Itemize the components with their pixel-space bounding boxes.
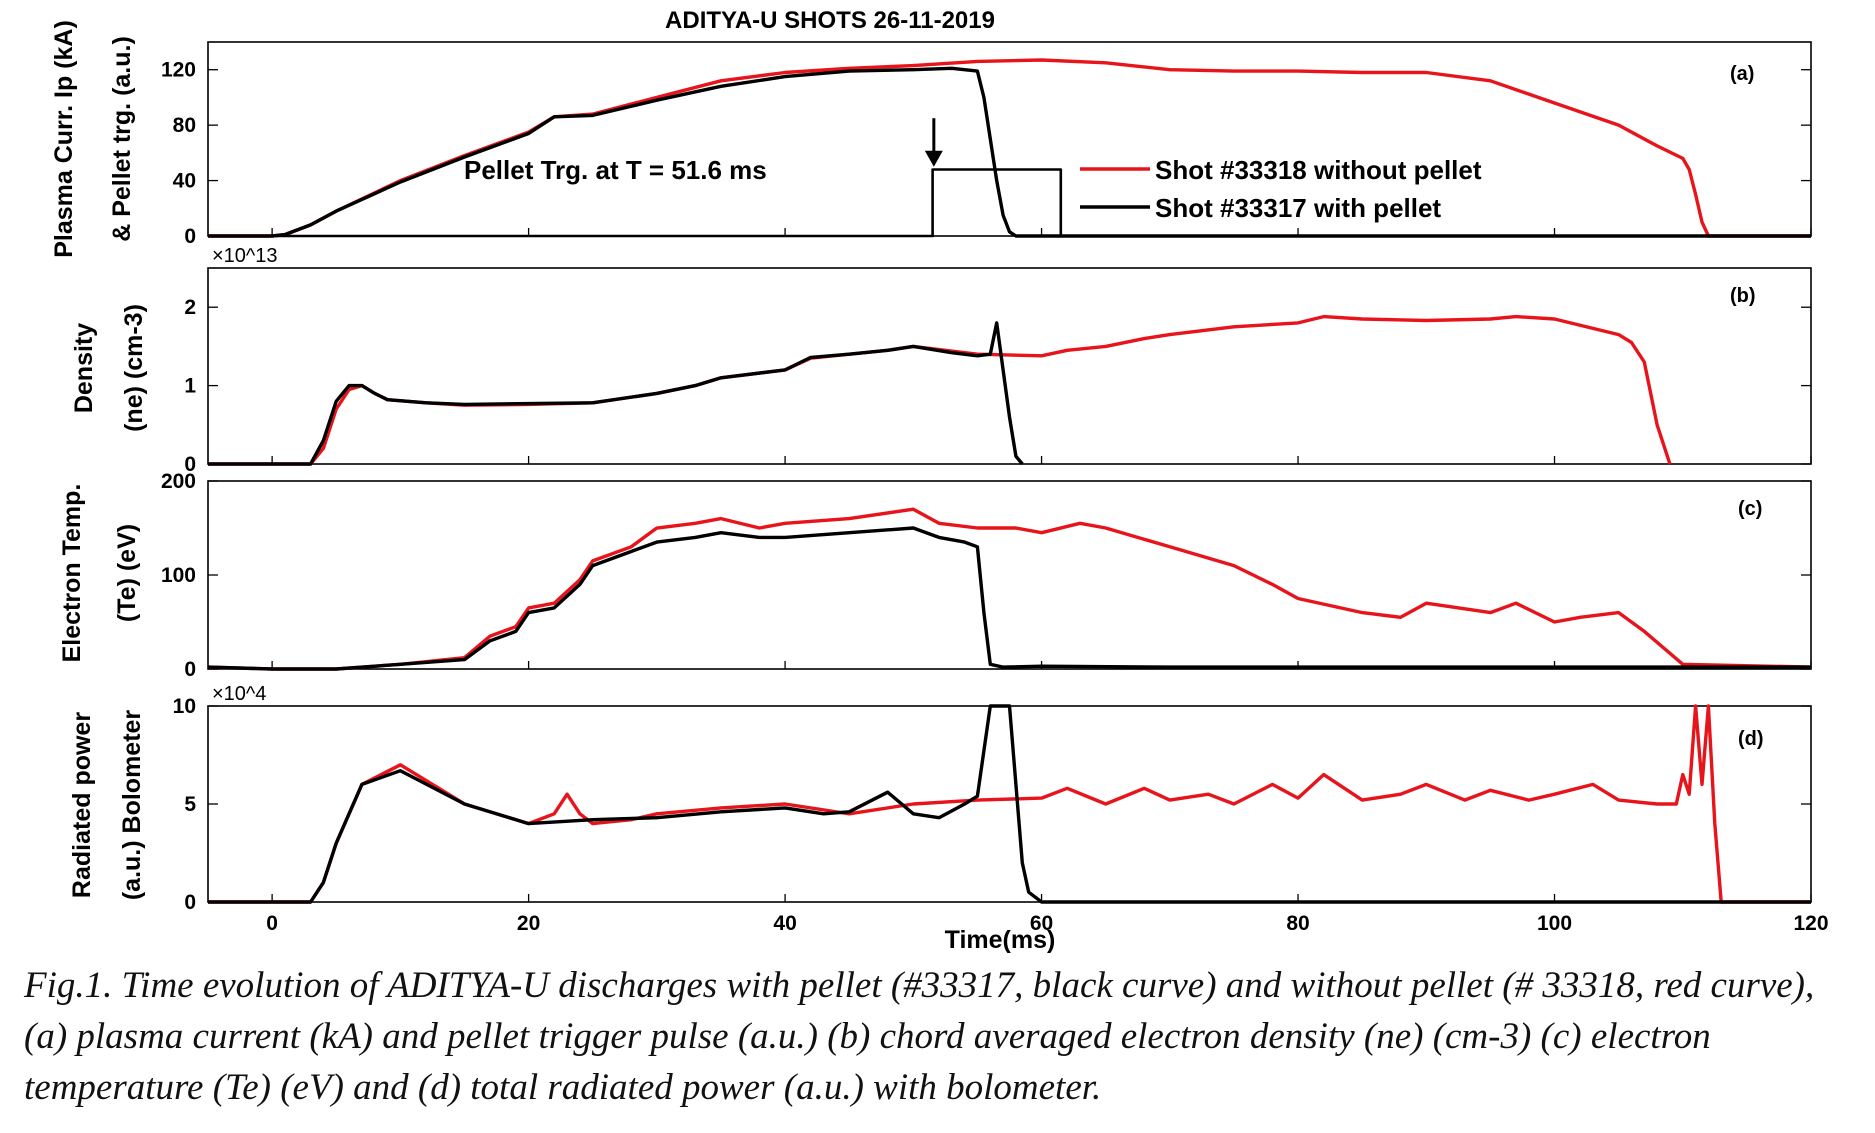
panel-a-series-without-pellet <box>208 58 1811 238</box>
x-axis: 0 20 40 60 80 100 120 <box>266 912 1828 935</box>
panel-a-ylabel-1: Plasma Curr. Ip (kA) <box>50 20 78 258</box>
panel-d-exponent: ×10^4 <box>212 683 266 705</box>
pellet-annotation: Pellet Trg. at T = 51.6 ms <box>464 118 943 185</box>
xtick-label-2: 40 <box>773 912 796 935</box>
panel-c-series-without-pellet <box>207 507 1812 671</box>
legend-label-without-pellet: Shot #33318 without pellet <box>1155 155 1482 185</box>
xtick-label-6: 120 <box>1793 912 1828 935</box>
pellet-annotation-text: Pellet Trg. at T = 51.6 ms <box>464 155 767 185</box>
panel-b: (b) ×10^13 0 1 2 Density (ne) (cm-3) <box>70 245 1812 476</box>
pellet-arrow-head <box>924 150 943 167</box>
panel-d: (d) ×10^4 0 5 10 Radiated power (a.u.) Bol… <box>68 683 1812 914</box>
panel-a-ytick-label-2: 80 <box>173 114 196 137</box>
xtick-label-4: 80 <box>1286 912 1309 935</box>
panel-b-ylabel-1: Density <box>70 323 98 413</box>
panel-c-ylabel-2: (Te) (eV) <box>113 524 141 622</box>
legend: Shot #33318 without pellet Shot #33317 w… <box>1080 155 1482 223</box>
panel-a-frame <box>207 41 1812 237</box>
panel-a-ytick-label-0: 0 <box>184 225 196 248</box>
figure-title: ADITYA-U SHOTS 26-11-2019 <box>665 7 995 34</box>
panel-d-series-without-pellet <box>208 704 1811 904</box>
panel-c-ytick-label-0: 0 <box>184 658 196 681</box>
panel-a-ytick-label-3: 120 <box>161 59 196 82</box>
panel-a-ytick-label-1: 40 <box>173 170 196 193</box>
legend-label-with-pellet: Shot #33317 with pellet <box>1155 193 1441 223</box>
panel-d-ylabel-1: Radiated power <box>68 712 96 898</box>
panel-d-ytick-label-1: 5 <box>184 793 196 816</box>
xtick-label-0: 0 <box>266 912 278 935</box>
xtick-label-5: 100 <box>1537 912 1572 935</box>
panel-b-frame <box>207 267 1812 465</box>
panel-c-ytick-label-1: 100 <box>161 564 196 587</box>
figure-caption: Fig.1. Time evolution of ADITYA-U discha… <box>24 965 1815 1108</box>
panel-b-ytick-label-0: 0 <box>184 453 196 476</box>
panel-a-series-pellet-trigger <box>208 168 1811 238</box>
panel-b-exponent: ×10^13 <box>212 245 278 267</box>
panel-d-ytick-label-0: 0 <box>184 891 196 914</box>
panel-b-series-with-pellet <box>208 321 1024 466</box>
panel-a-tag: (a) <box>1730 63 1754 85</box>
panel-b-series-without-pellet <box>208 314 1672 466</box>
panel-d-series-with-pellet <box>208 704 1811 904</box>
panel-c-tag: (c) <box>1738 498 1762 520</box>
panel-a-series-with-pellet <box>208 66 1811 238</box>
panel-a-ylabel-2: & Pellet trg. (a.u.) <box>108 36 136 242</box>
panel-b-ytick-label-2: 2 <box>184 296 196 319</box>
xtick-label-1: 20 <box>517 912 540 935</box>
panel-c-ylabel-1: Electron Temp. <box>58 484 86 663</box>
panel-c: (c) 0 100 200 Electron Temp. (Te) (eV) <box>58 470 1812 681</box>
panel-c-series-with-pellet <box>207 526 1811 671</box>
panel-c-frame <box>207 480 1812 670</box>
panel-b-ytick-label-1: 1 <box>184 375 196 398</box>
xtick-label-3: 60 <box>1030 912 1053 935</box>
panel-d-ylabel-2: (a.u.) Bolometer <box>118 710 146 901</box>
panel-b-ylabel-2: (ne) (cm-3) <box>120 304 148 432</box>
panel-d-ytick-label-2: 10 <box>173 695 196 718</box>
panel-d-frame <box>207 705 1812 903</box>
panel-d-tag: (d) <box>1738 728 1764 750</box>
panel-b-tag: (b) <box>1730 285 1756 307</box>
panel-c-ytick-label-2: 200 <box>161 470 196 493</box>
panel-a: (a) 0 40 80 120 Plasma Curr. Ip (kA) & Pell… <box>50 20 1812 258</box>
x-axis-label: Time(ms) <box>945 926 1056 954</box>
